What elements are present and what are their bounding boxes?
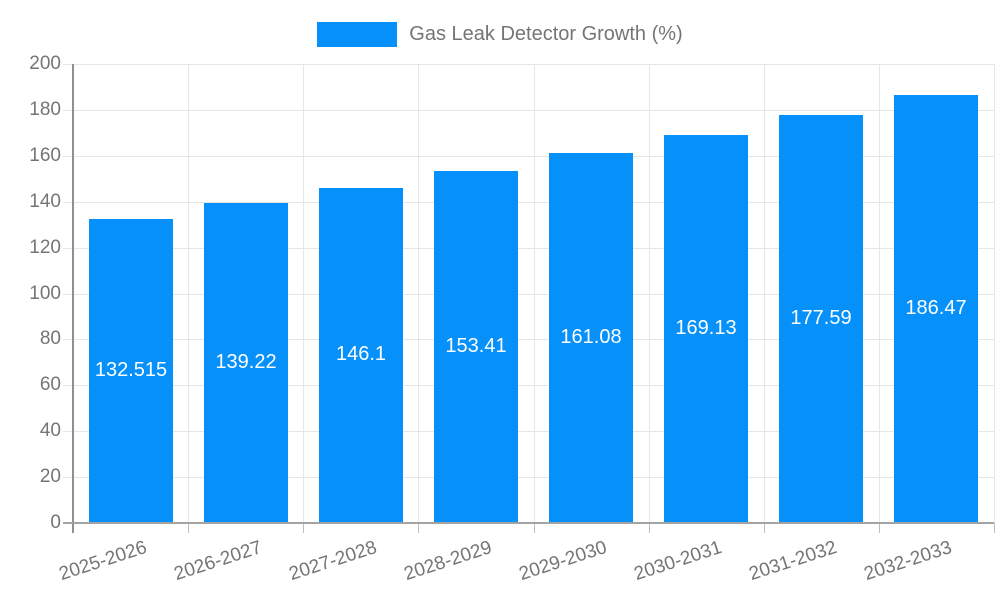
y-gridline [63,385,994,386]
x-axis-tick [649,523,650,533]
x-gridline [418,64,419,523]
bar-value-label: 177.59 [790,307,852,329]
y-axis-tick-label: 120 [29,236,61,258]
bar [779,115,863,523]
x-gridline [303,64,304,523]
x-gridline [534,64,535,523]
y-axis-line [72,64,74,533]
bar [89,219,173,523]
y-gridline [63,248,994,249]
x-axis-baseline [63,522,994,524]
y-axis-tick-label: 40 [39,420,61,442]
y-axis-tick-label: 160 [29,144,61,166]
x-axis-tick [418,523,419,533]
x-gridline [879,64,880,523]
bar-value-label: 146.1 [335,343,387,365]
bar [434,171,518,523]
y-gridline [63,202,994,203]
x-gridline [994,64,995,523]
y-gridline [63,477,994,478]
y-axis-tick-label: 140 [29,190,61,212]
y-axis-tick-label: 20 [39,466,61,488]
y-axis-tick-label: 80 [39,328,61,350]
bar [894,95,978,523]
x-axis-tick [879,523,880,533]
x-gridline [188,64,189,523]
x-axis-tick [534,523,535,533]
bar-value-label: 139.22 [215,351,277,373]
y-axis-tick-label: 200 [29,53,61,74]
legend-label: Gas Leak Detector Growth (%) [409,22,683,45]
x-gridline [649,64,650,523]
y-axis-tick-label: 180 [29,98,61,120]
chart-legend: Gas Leak Detector Growth (%) [0,20,1000,48]
y-gridline [63,294,994,295]
y-axis-tick-label: 0 [50,512,61,533]
bar-value-label: 132.515 [94,359,168,381]
y-gridline [63,64,994,65]
y-axis-tick-label: 60 [39,374,61,396]
x-axis-tick [188,523,189,533]
bar [319,188,403,523]
y-axis-tick-label: 100 [29,282,61,304]
bar [549,153,633,523]
x-axis-tick [764,523,765,533]
bar-value-label: 186.47 [905,297,967,319]
bar [204,203,288,523]
bar-value-label: 169.13 [675,317,737,339]
x-axis-tick [303,523,304,533]
y-gridline [63,156,994,157]
bar-value-label: 161.08 [560,326,622,348]
y-gridline [63,431,994,432]
x-axis-tick [994,523,995,533]
bar-value-label: 153.41 [445,335,507,357]
x-gridline [764,64,765,523]
y-gridline [63,339,994,340]
bar [664,135,748,523]
legend-swatch [317,21,398,47]
y-gridline [63,110,994,111]
